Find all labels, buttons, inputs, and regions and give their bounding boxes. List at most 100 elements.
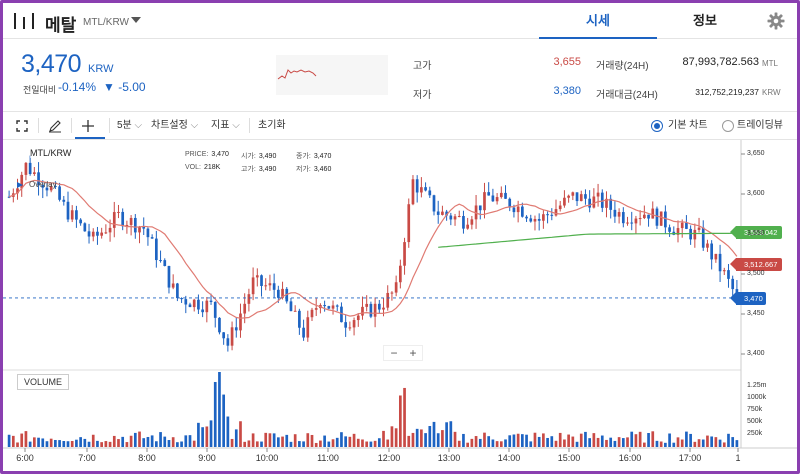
candle-body	[37, 172, 40, 185]
candle-body	[306, 317, 310, 338]
volume-bar	[377, 438, 381, 447]
basic-chart-label[interactable]: 기본 차트	[668, 120, 708, 131]
candle-body	[504, 192, 507, 199]
volume-bar	[512, 434, 516, 447]
candle-body	[331, 305, 335, 309]
candle-body	[348, 327, 352, 329]
coin-dropdown-icon[interactable]	[131, 17, 141, 23]
crosshair-icon[interactable]	[81, 119, 95, 133]
volume-bar	[403, 387, 406, 447]
volume-bar	[504, 439, 507, 447]
fullscreen-icon[interactable]	[16, 120, 28, 132]
basic-chart-radio[interactable]	[651, 120, 663, 132]
tradingview-label[interactable]: 트레이딩뷰	[737, 120, 783, 131]
chart-settings-menu[interactable]: 차트설정 ⌵	[151, 120, 199, 131]
time-tick-label: 9:00	[198, 453, 216, 463]
candle-body	[361, 306, 364, 316]
volume-bar	[487, 436, 491, 447]
volume-bar	[630, 431, 634, 447]
price-tick-label: 3,550	[747, 230, 765, 237]
candle-body	[445, 211, 448, 216]
candle-body	[79, 219, 82, 224]
volume-bar	[706, 435, 709, 447]
volume-bar	[491, 439, 495, 447]
candle-body	[626, 222, 629, 224]
candle-body	[377, 303, 381, 310]
candle-body	[563, 197, 566, 206]
volume-bar	[722, 442, 726, 447]
candle-body	[554, 209, 558, 216]
tab-price[interactable]: 시세	[539, 3, 657, 39]
candle-body	[579, 194, 583, 202]
volume-bar	[96, 440, 99, 447]
time-tick-label: 13:00	[437, 453, 461, 463]
volume-bar	[575, 441, 579, 447]
candle-body	[272, 283, 276, 290]
volume-bar	[260, 441, 263, 447]
candle-body	[722, 270, 726, 272]
price-chart[interactable]: MTL/KRW Overlay PRICE: 3,470 시가: 3,490 종가:…	[3, 140, 797, 471]
volume-tick-label: 250k	[747, 430, 763, 437]
candle-body	[659, 211, 663, 226]
volume-bar	[609, 437, 613, 447]
volume-bar	[230, 438, 234, 447]
volume-bar	[542, 433, 545, 447]
volume-bar	[180, 441, 183, 447]
volume-bar	[112, 435, 116, 447]
volume-tick-label: 1.25m	[747, 382, 767, 389]
tradingview-radio[interactable]	[722, 120, 734, 132]
candle-body	[121, 211, 125, 227]
candle-body	[264, 285, 268, 287]
pencil-icon[interactable]	[48, 119, 62, 133]
candle-body	[462, 216, 465, 229]
volume-tick-label: 750k	[747, 406, 763, 413]
reset-button[interactable]: 초기화	[258, 120, 286, 131]
volume-bar	[558, 432, 562, 447]
current-price: 3,470	[21, 50, 82, 78]
time-tick-label: 1	[735, 453, 741, 463]
candle-body	[70, 210, 74, 220]
candle-body	[7, 196, 11, 198]
volume-bar	[146, 436, 150, 447]
candle-body	[75, 210, 78, 220]
volume-bar	[49, 438, 53, 447]
candle-body	[28, 162, 32, 175]
volume-bar	[218, 372, 221, 447]
candle-body	[327, 306, 331, 309]
zoom-out-button[interactable]: −	[390, 346, 398, 360]
volume-bar	[20, 433, 24, 447]
overlay-toggle-icon[interactable]	[17, 182, 23, 188]
candle-body	[550, 214, 554, 216]
candle-body	[230, 327, 234, 346]
volume-bar	[222, 394, 226, 447]
price-unit: KRW	[88, 63, 114, 75]
tab-info[interactable]: 정보	[693, 13, 717, 28]
volume-bar	[32, 437, 36, 447]
candle-body	[516, 206, 520, 213]
volume-bar	[735, 440, 739, 447]
volume-bar	[302, 441, 305, 447]
volume-bar	[655, 440, 659, 447]
overlay-label[interactable]: Overlay	[29, 180, 57, 189]
volume-bar	[436, 433, 440, 447]
candle-body	[420, 187, 423, 193]
volume-bar	[529, 441, 533, 447]
volume-bar	[176, 442, 179, 447]
volume-bar	[596, 437, 600, 447]
volume-bar	[605, 439, 608, 447]
chart-pair-label: MTL/KRW	[30, 148, 72, 158]
candle-body	[369, 303, 373, 317]
zoom-in-button[interactable]: +	[409, 346, 417, 360]
interval-select[interactable]: 5분 ⌵	[117, 120, 143, 131]
gear-icon[interactable]	[767, 12, 785, 30]
volume-bar	[499, 441, 503, 447]
low-value: 3,380	[553, 85, 581, 97]
volume-bar	[588, 438, 592, 447]
candlestick-chart[interactable]	[3, 140, 797, 471]
volume-bar	[243, 441, 247, 447]
indicators-menu[interactable]: 지표 ⌵	[211, 120, 240, 131]
amount-24h-value: 312,752,219,237	[695, 87, 759, 97]
candle-body	[491, 195, 495, 202]
candle-body	[630, 222, 634, 224]
volume-bar	[462, 433, 465, 447]
